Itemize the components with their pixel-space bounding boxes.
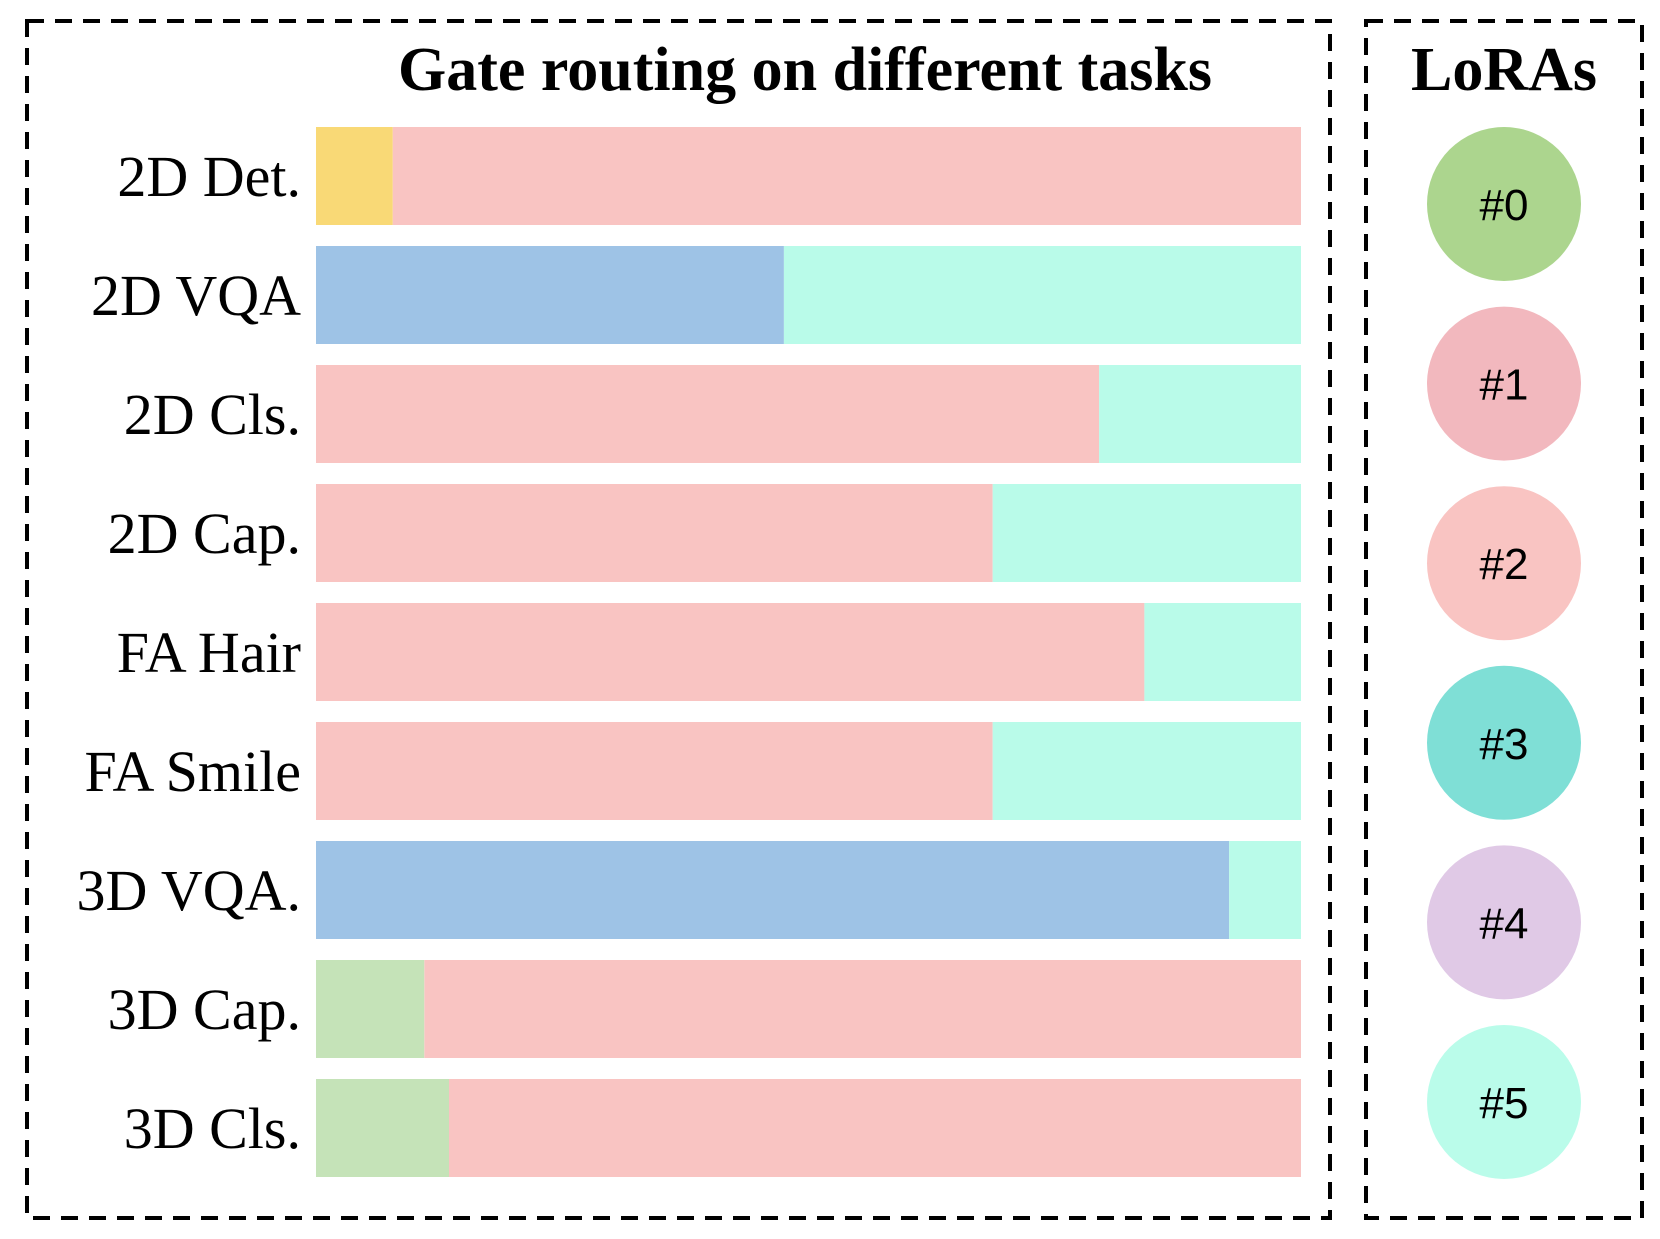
bar-segment-3-4 xyxy=(992,484,1301,582)
task-label-0: 2D Det. xyxy=(117,144,301,209)
bar-segment-0-2 xyxy=(392,127,1301,225)
bar-segment-5-4 xyxy=(992,722,1301,820)
bar-segment-7-0 xyxy=(316,960,425,1058)
bar-segment-6-4 xyxy=(1229,841,1301,939)
legend-frame xyxy=(1364,19,1644,1220)
bar-segment-0-1 xyxy=(316,127,393,225)
task-label-5: FA Smile xyxy=(85,739,301,804)
chart-frame xyxy=(25,19,1332,1220)
legend-label-4: #4 xyxy=(1480,899,1529,948)
task-label-4: FA Hair xyxy=(117,620,301,685)
legend-swatch-3 xyxy=(1427,665,1581,820)
legend-title: LoRAs xyxy=(1411,36,1597,104)
bar-segment-8-2 xyxy=(449,1079,1301,1177)
bar-segment-3-2 xyxy=(316,484,993,582)
bar-segment-1-4 xyxy=(783,246,1301,344)
legend-label-1: #1 xyxy=(1480,361,1529,410)
task-labels-group: 2D Det. 2D VQA 2D Cls. 2D Cap. FA Hair FA Smi… xyxy=(77,144,302,1161)
task-label-2: 2D Cls. xyxy=(124,382,301,447)
bar-segment-1-3 xyxy=(316,246,784,344)
legend-swatch-2 xyxy=(1427,486,1581,641)
legend-group: #0 #1 #2 #3 #4 #5 xyxy=(1427,127,1581,1179)
bar-segment-4-2 xyxy=(316,603,1145,701)
bar-segment-2-2 xyxy=(316,365,1100,463)
task-label-6: 3D VQA. xyxy=(77,858,302,923)
task-label-8: 3D Cls. xyxy=(124,1096,301,1161)
bars-group xyxy=(316,127,1301,1177)
legend-label-0: #0 xyxy=(1480,181,1529,230)
legend-swatch-5 xyxy=(1427,1025,1581,1179)
legend-swatch-0 xyxy=(1427,127,1581,281)
bar-segment-2-4 xyxy=(1099,365,1301,463)
legend-swatch-1 xyxy=(1427,306,1581,461)
task-label-3: 2D Cap. xyxy=(108,501,301,566)
legend-label-3: #3 xyxy=(1480,720,1529,769)
bar-segment-6-3 xyxy=(316,841,1230,939)
bar-segment-5-2 xyxy=(316,722,993,820)
task-label-1: 2D VQA xyxy=(91,263,301,328)
bar-segment-8-0 xyxy=(316,1079,449,1177)
bar-segment-4-4 xyxy=(1144,603,1301,701)
task-label-7: 3D Cap. xyxy=(108,977,301,1042)
chart-title: Gate routing on different tasks xyxy=(398,36,1212,104)
bar-segment-7-2 xyxy=(424,960,1301,1058)
legend-label-2: #2 xyxy=(1480,540,1529,589)
legend-label-5: #5 xyxy=(1480,1079,1529,1128)
legend-swatch-4 xyxy=(1427,845,1581,1000)
